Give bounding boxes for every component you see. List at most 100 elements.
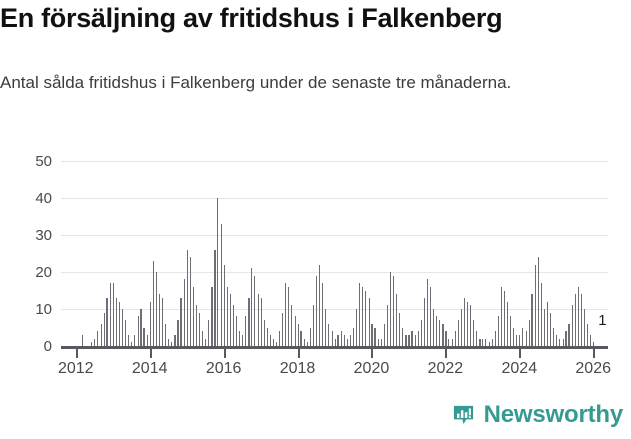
- bar: [466, 301, 468, 346]
- bar: [374, 327, 376, 346]
- x-axis-tick-label: 2018: [279, 360, 316, 377]
- bar: [297, 323, 299, 346]
- bar: [346, 338, 348, 346]
- bar: [485, 338, 487, 346]
- bar: [106, 297, 108, 346]
- bar: [522, 327, 524, 346]
- bar: [161, 297, 164, 346]
- bar: [562, 338, 564, 346]
- bar: [337, 334, 339, 346]
- bar: [91, 342, 93, 346]
- bar: [482, 338, 484, 346]
- bar: [479, 338, 481, 346]
- bar: [574, 294, 576, 346]
- bar: [470, 305, 472, 346]
- chart-footer: Newsworthy: [0, 397, 631, 431]
- bar: [309, 327, 311, 346]
- x-axis-tick: [593, 349, 596, 358]
- bar: [359, 283, 361, 346]
- bar: [525, 331, 527, 346]
- newsworthy-wordmark: Newsworthy: [483, 401, 624, 428]
- x-axis-tick-label: 2016: [205, 360, 242, 377]
- bar: [497, 316, 499, 346]
- bar: [362, 286, 364, 346]
- bar: [334, 338, 336, 346]
- newsworthy-logo[interactable]: Newsworthy: [452, 401, 623, 429]
- bar: [429, 286, 431, 346]
- bar: [396, 294, 398, 346]
- bar: [146, 334, 148, 346]
- bar: [143, 327, 145, 346]
- y-axis-tick-label: 30: [35, 227, 52, 244]
- x-axis-tick: [445, 349, 448, 358]
- bar: [399, 312, 401, 346]
- bar: [439, 320, 441, 346]
- bar: [340, 331, 342, 346]
- bar: [155, 272, 158, 346]
- bar: [291, 305, 293, 346]
- bar: [192, 286, 195, 346]
- bar: [232, 305, 234, 346]
- bar: [559, 338, 561, 346]
- bar: [414, 334, 416, 346]
- y-axis-tick-label: 10: [35, 301, 52, 318]
- bar: [149, 301, 151, 346]
- bar: [316, 275, 318, 346]
- bar: [294, 316, 296, 346]
- y-axis-tick-label: 20: [35, 264, 52, 281]
- x-axis-tick-label: 2026: [575, 360, 611, 377]
- bar: [476, 331, 478, 346]
- bar: [491, 338, 493, 346]
- bar: [402, 327, 404, 346]
- bar: [300, 331, 302, 346]
- bar: [254, 275, 256, 346]
- x-axis-tick: [519, 349, 522, 358]
- bar: [503, 290, 505, 346]
- bar: [137, 316, 139, 346]
- bar: [488, 342, 490, 346]
- bar: [303, 338, 305, 346]
- bar: [100, 323, 102, 346]
- bar: [583, 309, 586, 346]
- bar: [457, 320, 459, 346]
- bar: [331, 331, 333, 346]
- bar: [211, 286, 213, 346]
- bar: [171, 342, 173, 346]
- bar: [223, 264, 225, 346]
- bar: [549, 312, 552, 346]
- bar: [288, 286, 290, 346]
- gridline: [61, 235, 608, 236]
- bar: [500, 286, 502, 346]
- bar: [389, 272, 392, 346]
- bar: [553, 327, 555, 346]
- bar: [408, 334, 410, 346]
- x-axis-tick-label: 2012: [57, 360, 94, 377]
- bar: [115, 297, 117, 346]
- x-axis-tick-label: 2022: [427, 360, 464, 377]
- bar: [186, 249, 188, 346]
- bar: [448, 338, 450, 346]
- bar: [352, 327, 355, 346]
- bar: [556, 334, 558, 346]
- bar: [436, 316, 438, 346]
- bar: [183, 279, 185, 346]
- bar: [131, 342, 133, 346]
- bar: [417, 331, 419, 346]
- gridline: [61, 272, 608, 273]
- bar: [128, 334, 130, 346]
- bar: [165, 323, 167, 346]
- bar-chart-speech-bubble-icon: [452, 404, 475, 427]
- gridline: [61, 161, 608, 162]
- chart-subtitle: Antal sålda fritidshus i Falkenberg unde…: [0, 73, 512, 92]
- bar: [251, 268, 253, 346]
- bar: [245, 316, 247, 346]
- bar: [279, 331, 281, 346]
- bar: [343, 334, 345, 346]
- bar: [420, 320, 422, 346]
- bar: [174, 334, 176, 346]
- bar: [411, 331, 413, 346]
- y-axis-tick-label: 50: [35, 153, 52, 170]
- bar: [365, 290, 367, 346]
- bar: [198, 312, 200, 346]
- bar: [109, 283, 111, 346]
